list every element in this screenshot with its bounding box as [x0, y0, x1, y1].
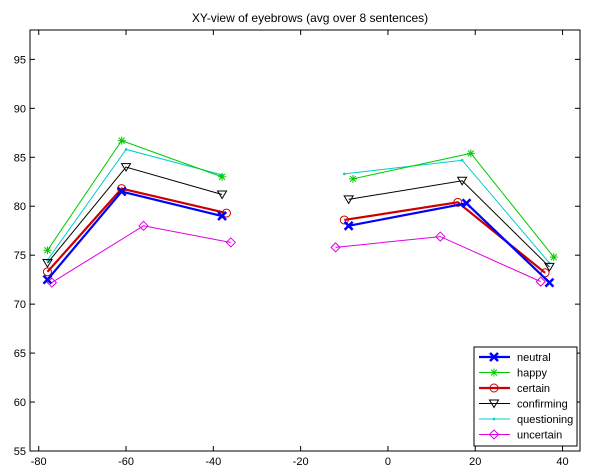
y-tick-label: 70 [14, 299, 26, 311]
point-certain [540, 268, 550, 278]
x-tick-label: 40 [556, 456, 568, 468]
axes: -80 -60 -40 -20 0 20 40 55 60 65 70 75 80 85 90 95 [14, 29, 581, 468]
legend-label: questioning [517, 414, 573, 426]
axes-frame [29, 29, 581, 452]
legend-item-questioning: questioning [479, 414, 573, 426]
series-line-questioning [344, 159, 550, 264]
point-uncertain [535, 276, 546, 287]
x-tick-label: -20 [293, 456, 309, 468]
point-happy [117, 136, 126, 145]
series-line-uncertain [335, 236, 541, 283]
series-line-certain [344, 201, 546, 274]
y-tick-label: 75 [14, 250, 26, 262]
point-certain [339, 215, 349, 225]
legend-item-uncertain: uncertain [479, 429, 562, 442]
y-tick-label: 80 [14, 201, 26, 213]
point-confirming [456, 176, 468, 186]
point-neutral [116, 186, 127, 197]
point-confirming [42, 259, 53, 268]
y-tick-label: 55 [14, 446, 26, 458]
legend-box [473, 346, 578, 447]
point-uncertain [435, 231, 446, 242]
point-uncertain [138, 220, 149, 232]
series-confirming [42, 163, 555, 272]
x-tick-label: 0 [385, 456, 391, 468]
legend-marker [489, 352, 499, 362]
point-uncertain [330, 242, 341, 253]
series-line-confirming [348, 180, 550, 268]
legend-marker [488, 399, 500, 409]
point-happy [549, 253, 558, 262]
point-certain [453, 197, 463, 207]
series-questioning [46, 148, 551, 265]
y-tick-label: 60 [14, 397, 26, 409]
series-line-confirming [47, 166, 223, 264]
legend-item-confirming: confirming [479, 399, 568, 411]
series-uncertain [46, 220, 546, 288]
legend-label: certain [517, 383, 550, 395]
point-happy [218, 172, 227, 181]
point-confirming [120, 163, 132, 173]
point-confirming [544, 262, 555, 272]
series-neutral [42, 186, 555, 288]
series-line-certain [46, 187, 227, 273]
x-tick-label: -60 [118, 456, 134, 468]
point-happy [466, 149, 475, 158]
point-neutral [461, 198, 472, 209]
point-uncertain [225, 237, 237, 248]
point-happy [43, 246, 52, 255]
legend-label: uncertain [517, 430, 562, 442]
point-certain [221, 208, 231, 218]
series-happy [43, 136, 558, 262]
y-tick-label: 95 [14, 54, 26, 66]
point-neutral [42, 274, 53, 285]
x-tick-label: -40 [205, 456, 221, 468]
point-neutral [217, 211, 227, 221]
legend-item-certain: certain [479, 383, 550, 395]
point-questioning [124, 148, 128, 151]
point-certain [42, 267, 52, 277]
point-questioning [460, 158, 464, 162]
point-happy [349, 174, 358, 183]
point-neutral [343, 220, 354, 231]
legend-marker [488, 429, 500, 440]
point-confirming [216, 190, 228, 200]
point-neutral [544, 277, 555, 288]
point-confirming [343, 195, 355, 205]
legend-label: confirming [517, 399, 568, 411]
plot-area [42, 136, 558, 288]
legend-marker [492, 417, 496, 421]
legend-label: neutral [517, 352, 551, 364]
legend-item-happy: happy [479, 368, 547, 380]
legend-item-neutral: neutral [479, 352, 551, 364]
chart-title: XY-view of eyebrows (avg over 8 sentence… [192, 11, 428, 25]
y-tick-label: 65 [14, 348, 26, 360]
legend-marker [490, 368, 498, 377]
point-questioning [342, 172, 346, 176]
legend-marker [489, 383, 499, 393]
y-tick-label: 85 [14, 152, 26, 164]
series-line-uncertain [51, 225, 231, 284]
legend-label: happy [517, 368, 547, 380]
legend: neutral happy certain confirming questioning… [473, 346, 578, 447]
x-tick-label: 20 [469, 456, 481, 468]
series-certain [42, 184, 550, 278]
y-tick-label: 90 [14, 103, 26, 115]
x-tick-label: -80 [31, 456, 47, 468]
